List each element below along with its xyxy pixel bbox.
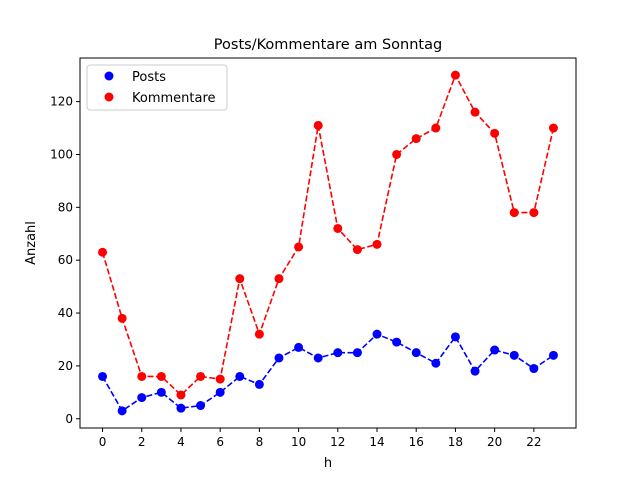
- data-point-posts: [196, 401, 206, 411]
- data-point-posts: [313, 353, 323, 363]
- series-line-kommentare: [101, 73, 555, 397]
- data-point-posts: [137, 393, 147, 403]
- x-tick-label: 12: [330, 435, 345, 449]
- data-point-posts: [450, 332, 460, 342]
- y-tick-label: 120: [50, 95, 73, 109]
- data-point-posts: [98, 371, 108, 381]
- y-tick-label: 40: [58, 306, 73, 320]
- data-point-posts: [215, 387, 225, 397]
- y-tick-label: 80: [58, 200, 73, 214]
- x-axis-label: h: [324, 456, 332, 471]
- data-point-kommentare: [431, 123, 441, 133]
- data-point-posts: [411, 348, 421, 358]
- data-point-posts: [490, 345, 500, 355]
- plot-frame: [79, 57, 577, 429]
- data-point-posts: [529, 364, 539, 374]
- x-tick-label: 22: [526, 435, 541, 449]
- y-tick-label: 100: [50, 147, 73, 161]
- y-tick-label: 60: [58, 253, 73, 267]
- data-point-posts: [548, 350, 558, 360]
- data-point-kommentare: [529, 208, 539, 218]
- x-tick-label: 2: [138, 435, 146, 449]
- data-point-kommentare: [411, 134, 421, 144]
- chart-title: Posts/Kommentare am Sonntag: [214, 37, 442, 53]
- data-point-posts: [117, 406, 127, 416]
- y-tick-label: 20: [58, 359, 73, 373]
- x-tick-label: 8: [256, 435, 264, 449]
- data-point-posts: [156, 387, 166, 397]
- data-point-posts: [333, 348, 343, 358]
- data-point-kommentare: [450, 70, 460, 80]
- legend: Posts Kommentare: [86, 64, 228, 111]
- x-tick-label: 18: [448, 435, 463, 449]
- legend-label-posts: Posts: [132, 70, 166, 85]
- legend-label-kommentare: Kommentare: [132, 91, 216, 106]
- y-axis-label: Anzahl: [24, 221, 39, 265]
- y-tick-label: 0: [65, 412, 73, 426]
- legend-marker-posts: [104, 71, 114, 81]
- data-point-kommentare: [352, 245, 362, 255]
- data-point-posts: [235, 371, 245, 381]
- data-point-kommentare: [548, 123, 558, 133]
- data-point-kommentare: [509, 208, 519, 218]
- data-point-kommentare: [254, 329, 264, 339]
- data-point-posts: [352, 348, 362, 358]
- legend-box: [86, 64, 228, 111]
- x-tick-label: 6: [216, 435, 224, 449]
- data-point-posts: [470, 366, 480, 376]
- legend-marker-kommentare: [104, 92, 114, 102]
- data-point-kommentare: [176, 390, 186, 400]
- data-point-kommentare: [196, 371, 206, 381]
- data-point-posts: [274, 353, 284, 363]
- data-point-kommentare: [98, 247, 108, 257]
- data-point-kommentare: [490, 128, 500, 138]
- data-point-kommentare: [392, 149, 402, 159]
- data-point-posts: [372, 329, 382, 339]
- data-point-kommentare: [372, 239, 382, 249]
- data-point-posts: [509, 350, 519, 360]
- x-tick-label: 0: [99, 435, 107, 449]
- data-point-kommentare: [235, 274, 245, 284]
- data-point-kommentare: [333, 223, 343, 233]
- x-tick-label: 16: [409, 435, 424, 449]
- x-tick-label: 20: [487, 435, 502, 449]
- data-point-kommentare: [313, 120, 323, 130]
- data-point-posts: [431, 358, 441, 368]
- data-point-kommentare: [470, 107, 480, 117]
- data-point-kommentare: [215, 374, 225, 384]
- data-point-posts: [254, 379, 264, 389]
- data-point-posts: [176, 403, 186, 413]
- x-tick-label: 14: [369, 435, 384, 449]
- data-point-posts: [392, 337, 402, 347]
- data-point-posts: [294, 342, 304, 352]
- data-point-kommentare: [274, 274, 284, 284]
- data-point-kommentare: [156, 371, 166, 381]
- data-point-kommentare: [117, 313, 127, 323]
- data-point-kommentare: [137, 371, 147, 381]
- series-line-posts: [101, 333, 554, 412]
- x-tick-label: 10: [291, 435, 306, 449]
- x-tick-label: 4: [177, 435, 185, 449]
- data-point-kommentare: [294, 242, 304, 252]
